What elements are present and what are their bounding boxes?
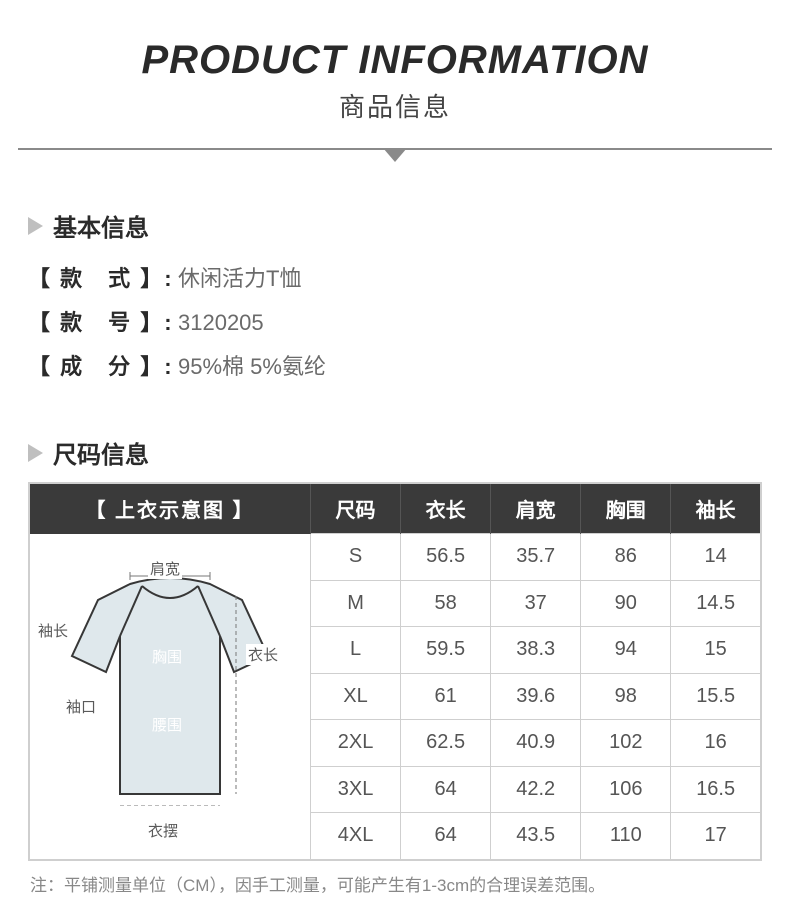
info-row: 【 款 号 】:3120205 (28, 301, 762, 345)
triangle-right-icon (28, 444, 43, 462)
diagram-cell: 肩宽 袖长 衣长 胸围 袖口 腰围 衣摆 (30, 534, 311, 859)
size-info-title: 尺码信息 (53, 435, 149, 470)
table-cell: 98 (581, 673, 671, 720)
table-cell: M (311, 580, 401, 627)
info-row: 【 成 分 】:95%棉 5%氨纶 (28, 345, 762, 389)
table-cell: S (311, 534, 401, 581)
tshirt-diagram: 肩宽 袖长 衣长 胸围 袖口 腰围 衣摆 (30, 534, 310, 859)
table-cell: 58 (401, 580, 491, 627)
size-table-wrap: 【 上衣示意图 】尺码衣长肩宽胸围袖长 肩宽 袖长 衣长 胸围 袖口 腰围 衣摆… (28, 482, 762, 861)
table-cell: 64 (401, 766, 491, 813)
info-label: 【 款 式 】: (28, 257, 178, 301)
table-cell: 15 (671, 627, 760, 674)
chevron-down-icon (383, 148, 407, 162)
table-cell: 16 (671, 720, 760, 767)
info-row: 【 款 式 】:休闲活力T恤 (28, 257, 762, 301)
table-cell: 37 (491, 580, 581, 627)
table-cell: 62.5 (401, 720, 491, 767)
table-cell: 106 (581, 766, 671, 813)
tshirt-icon (60, 566, 280, 806)
table-cell: 94 (581, 627, 671, 674)
size-table: 【 上衣示意图 】尺码衣长肩宽胸围袖长 肩宽 袖长 衣长 胸围 袖口 腰围 衣摆… (30, 484, 760, 859)
info-label: 【 款 号 】: (28, 301, 178, 345)
table-cell: 43.5 (491, 813, 581, 859)
table-cell: 40.9 (491, 720, 581, 767)
table-cell: 4XL (311, 813, 401, 859)
table-cell: 14 (671, 534, 760, 581)
title-chinese: 商品信息 (0, 87, 790, 124)
table-cell: 90 (581, 580, 671, 627)
basic-info-title: 基本信息 (53, 208, 149, 243)
table-cell: 42.2 (491, 766, 581, 813)
table-cell: L (311, 627, 401, 674)
table-cell: 39.6 (491, 673, 581, 720)
info-value: 休闲活力T恤 (178, 257, 301, 301)
basic-info-section: 基本信息 【 款 式 】:休闲活力T恤【 款 号 】:3120205【 成 分 … (0, 208, 790, 389)
header-divider (0, 142, 790, 162)
table-row: 肩宽 袖长 衣长 胸围 袖口 腰围 衣摆 S56.535.78614 (30, 534, 760, 581)
label-shoulder: 肩宽 (148, 558, 182, 579)
table-cell: 14.5 (671, 580, 760, 627)
label-hem: 衣摆 (146, 820, 180, 841)
label-chest: 胸围 (150, 646, 184, 667)
table-cell: XL (311, 673, 401, 720)
table-cell: 102 (581, 720, 671, 767)
measurement-note: 注：平铺测量单位（CM），因手工测量，可能产生有1-3cm的合理误差范围。 (28, 871, 762, 896)
diagram-header: 【 上衣示意图 】 (30, 484, 311, 534)
column-header: 胸围 (581, 484, 671, 534)
table-cell: 110 (581, 813, 671, 859)
table-cell: 64 (401, 813, 491, 859)
column-header: 尺码 (311, 484, 401, 534)
label-cuff: 袖口 (64, 696, 98, 717)
column-header: 袖长 (671, 484, 760, 534)
table-cell: 15.5 (671, 673, 760, 720)
table-cell: 35.7 (491, 534, 581, 581)
table-cell: 2XL (311, 720, 401, 767)
table-cell: 38.3 (491, 627, 581, 674)
triangle-right-icon (28, 217, 43, 235)
info-label: 【 成 分 】: (28, 345, 178, 389)
info-value: 95%棉 5%氨纶 (178, 345, 326, 389)
table-cell: 56.5 (401, 534, 491, 581)
page-header: PRODUCT INFORMATION 商品信息 (0, 0, 790, 162)
column-header: 衣长 (401, 484, 491, 534)
title-english: PRODUCT INFORMATION (0, 38, 790, 83)
label-sleeve: 袖长 (36, 620, 70, 641)
table-cell: 16.5 (671, 766, 760, 813)
table-cell: 86 (581, 534, 671, 581)
label-length: 衣长 (246, 644, 280, 665)
label-waist: 腰围 (150, 714, 184, 735)
table-cell: 59.5 (401, 627, 491, 674)
info-value: 3120205 (178, 301, 264, 345)
column-header: 肩宽 (491, 484, 581, 534)
table-cell: 3XL (311, 766, 401, 813)
table-cell: 17 (671, 813, 760, 859)
size-info-section: 尺码信息 【 上衣示意图 】尺码衣长肩宽胸围袖长 肩宽 袖长 衣长 胸围 (0, 435, 790, 896)
table-cell: 61 (401, 673, 491, 720)
